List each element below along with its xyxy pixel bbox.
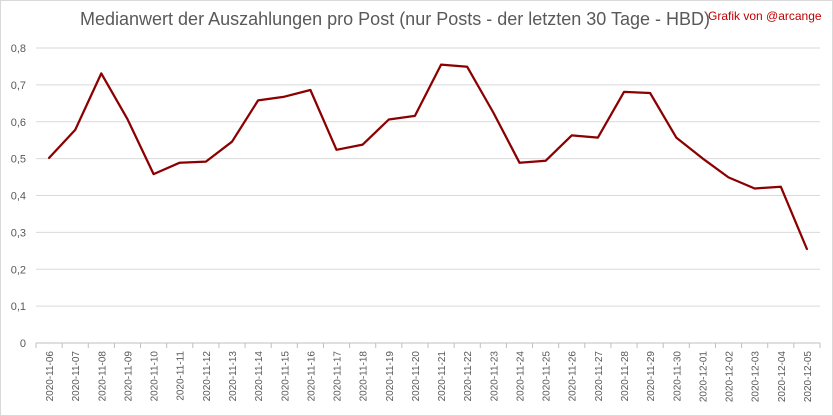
x-tick-label: 2020-11-15 — [280, 351, 291, 402]
y-tick-label: 0,1 — [11, 301, 26, 313]
x-tick-label: 2020-11-29 — [646, 351, 657, 402]
x-tick-label: 2020-12-01 — [698, 351, 709, 403]
data-point — [414, 115, 416, 117]
data-point — [362, 144, 364, 146]
data-point — [283, 96, 285, 98]
data-point — [806, 248, 808, 250]
x-tick-label: 2020-11-13 — [228, 351, 239, 402]
y-tick-label: 0 — [20, 338, 26, 350]
data-point — [179, 162, 181, 164]
y-tick-label: 0,7 — [11, 80, 26, 92]
y-tick-label: 0,5 — [11, 154, 26, 166]
data-point — [126, 118, 128, 120]
x-tick-label: 2020-11-28 — [620, 351, 631, 402]
data-point — [48, 157, 50, 159]
data-point — [649, 92, 651, 94]
data-point — [388, 119, 390, 121]
x-tick-label: 2020-11-11 — [176, 351, 187, 401]
y-tick-label: 0,6 — [11, 117, 26, 129]
x-tick-label: 2020-11-16 — [306, 351, 317, 402]
x-tick-label: 2020-11-06 — [45, 351, 56, 402]
data-point — [545, 160, 547, 162]
data-point — [153, 173, 155, 175]
x-tick-label: 2020-11-12 — [202, 351, 213, 402]
data-point — [623, 91, 625, 93]
x-tick-label: 2020-11-24 — [515, 351, 526, 402]
y-tick-label: 0,8 — [11, 43, 26, 55]
series-line — [47, 63, 809, 251]
x-tick-label: 2020-11-19 — [385, 351, 396, 402]
x-tick-label: 2020-11-10 — [150, 351, 161, 402]
data-point — [309, 89, 311, 91]
chart-credit: Grafik von @arcange — [708, 9, 822, 23]
chart-title: Medianwert der Auszahlungen pro Post (nu… — [80, 9, 710, 29]
data-point — [754, 187, 756, 189]
x-tick-label: 2020-11-14 — [254, 351, 265, 402]
y-tick-label: 0,3 — [11, 227, 26, 239]
data-point — [205, 161, 207, 163]
x-tick-label: 2020-11-17 — [333, 351, 344, 402]
x-tick-label: 2020-11-22 — [463, 351, 474, 402]
x-tick-label: 2020-11-26 — [568, 351, 579, 402]
data-point — [231, 141, 233, 143]
x-tick-label: 2020-11-08 — [97, 351, 108, 402]
data-point — [675, 137, 677, 139]
x-tick-label: 2020-11-20 — [411, 351, 422, 402]
y-tick-label: 0,2 — [11, 264, 26, 276]
data-point — [336, 149, 338, 151]
x-tick-label: 2020-12-05 — [803, 351, 814, 403]
grid-lines — [36, 47, 820, 307]
x-tick-label: 2020-11-30 — [672, 351, 683, 402]
x-axis-ticks: 2020-11-06 2020-11-07 2020-11-08 2020-11-09… — [45, 351, 814, 403]
y-tick-label: 0,4 — [11, 191, 26, 203]
y-axis-ticks: 0 0,1 0,2 0,3 0,4 0,5 0,6 0,7 0,8 — [11, 43, 26, 350]
data-point — [466, 66, 468, 68]
x-tick-label: 2020-11-23 — [489, 351, 500, 402]
x-tick-label: 2020-11-09 — [123, 351, 134, 402]
data-point — [257, 99, 259, 101]
x-tick-label: 2020-11-21 — [437, 351, 448, 402]
data-point — [597, 137, 599, 139]
data-point — [518, 162, 520, 164]
x-tick-label: 2020-11-27 — [594, 351, 605, 402]
x-tick-label: 2020-11-07 — [71, 351, 82, 402]
x-axis — [35, 342, 821, 348]
x-tick-label: 2020-11-25 — [542, 351, 553, 402]
x-tick-label: 2020-12-03 — [751, 351, 762, 403]
data-point — [571, 134, 573, 136]
data-point — [492, 112, 494, 114]
data-point — [728, 176, 730, 178]
data-point — [74, 129, 76, 131]
x-tick-label: 2020-12-02 — [725, 351, 736, 403]
data-point — [100, 72, 102, 74]
data-point — [780, 186, 782, 188]
data-point — [440, 64, 442, 66]
data-point — [701, 157, 703, 159]
x-tick-label: 2020-11-18 — [359, 351, 370, 402]
x-tick-label: 2020-12-04 — [777, 351, 788, 403]
series-line-path — [47, 63, 809, 251]
